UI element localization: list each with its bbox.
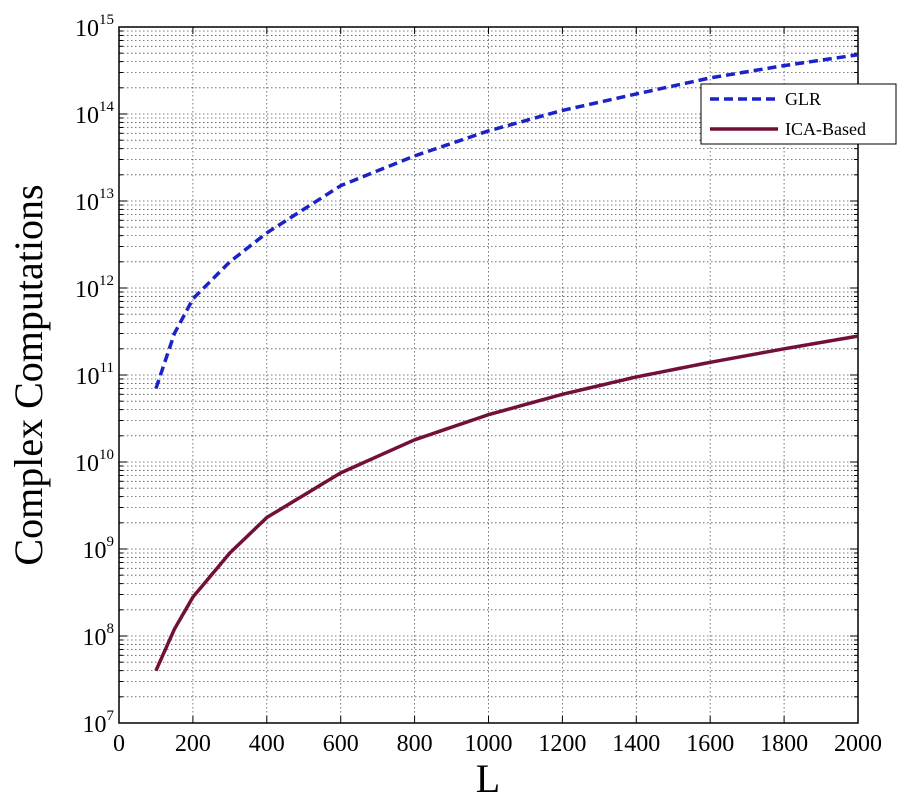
y-tick-exponent: 13 [99, 186, 114, 202]
y-tick-label: 1010 [75, 447, 114, 477]
y-tick-exponent: 8 [107, 621, 115, 637]
x-tick-label: 1200 [538, 731, 586, 757]
y-tick-base: 10 [75, 277, 99, 303]
ticks: 0 200 400 600 800 1000 1200 1400 1600 1800 2000107… [75, 12, 882, 757]
y-tick-exponent: 11 [100, 360, 114, 376]
y-axis-title: Complex Computations [6, 184, 51, 565]
legend-label-ica: ICA-Based [785, 119, 866, 139]
y-tick-base: 10 [83, 625, 107, 651]
x-tick-label: 1600 [686, 731, 734, 757]
x-tick-label: 800 [397, 731, 433, 757]
x-tick-label: 200 [175, 731, 211, 757]
legend: GLR ICA-Based [700, 83, 897, 145]
y-tick-base: 10 [76, 364, 100, 390]
x-tick-label: 400 [249, 731, 285, 757]
y-tick-exponent: 7 [107, 708, 115, 724]
y-tick-label: 1011 [76, 360, 114, 390]
y-tick-base: 10 [75, 451, 99, 477]
x-tick-label: 2000 [834, 731, 882, 757]
y-tick-base: 10 [83, 538, 107, 564]
y-tick-exponent: 12 [99, 273, 114, 289]
legend-label-glr: GLR [785, 89, 821, 109]
y-tick-exponent: 10 [99, 447, 114, 463]
y-tick-label: 107 [83, 708, 115, 738]
y-tick-base: 10 [75, 103, 99, 129]
x-axis-title: L [476, 756, 500, 800]
y-tick-label: 1013 [75, 186, 114, 216]
legend-box [700, 83, 897, 145]
series-line-ica-based [154, 334, 859, 672]
x-tick-label: 1400 [612, 731, 660, 757]
series [154, 52, 859, 672]
grid [119, 27, 858, 723]
y-tick-label: 109 [83, 534, 115, 564]
x-tick-label: 0 [113, 731, 125, 757]
y-tick-label: 1014 [75, 99, 115, 129]
x-tick-label: 1800 [760, 731, 808, 757]
y-tick-exponent: 14 [99, 99, 115, 115]
x-tick-label: 1000 [465, 731, 513, 757]
y-tick-label: 1012 [75, 273, 114, 303]
y-tick-base: 10 [75, 190, 99, 216]
y-tick-label: 108 [83, 621, 115, 651]
x-tick-label: 600 [323, 731, 359, 757]
y-tick-base: 10 [75, 16, 99, 42]
y-tick-base: 10 [83, 712, 107, 738]
y-tick-label: 1015 [75, 12, 114, 42]
y-tick-exponent: 15 [99, 12, 114, 28]
y-tick-exponent: 9 [107, 534, 115, 550]
